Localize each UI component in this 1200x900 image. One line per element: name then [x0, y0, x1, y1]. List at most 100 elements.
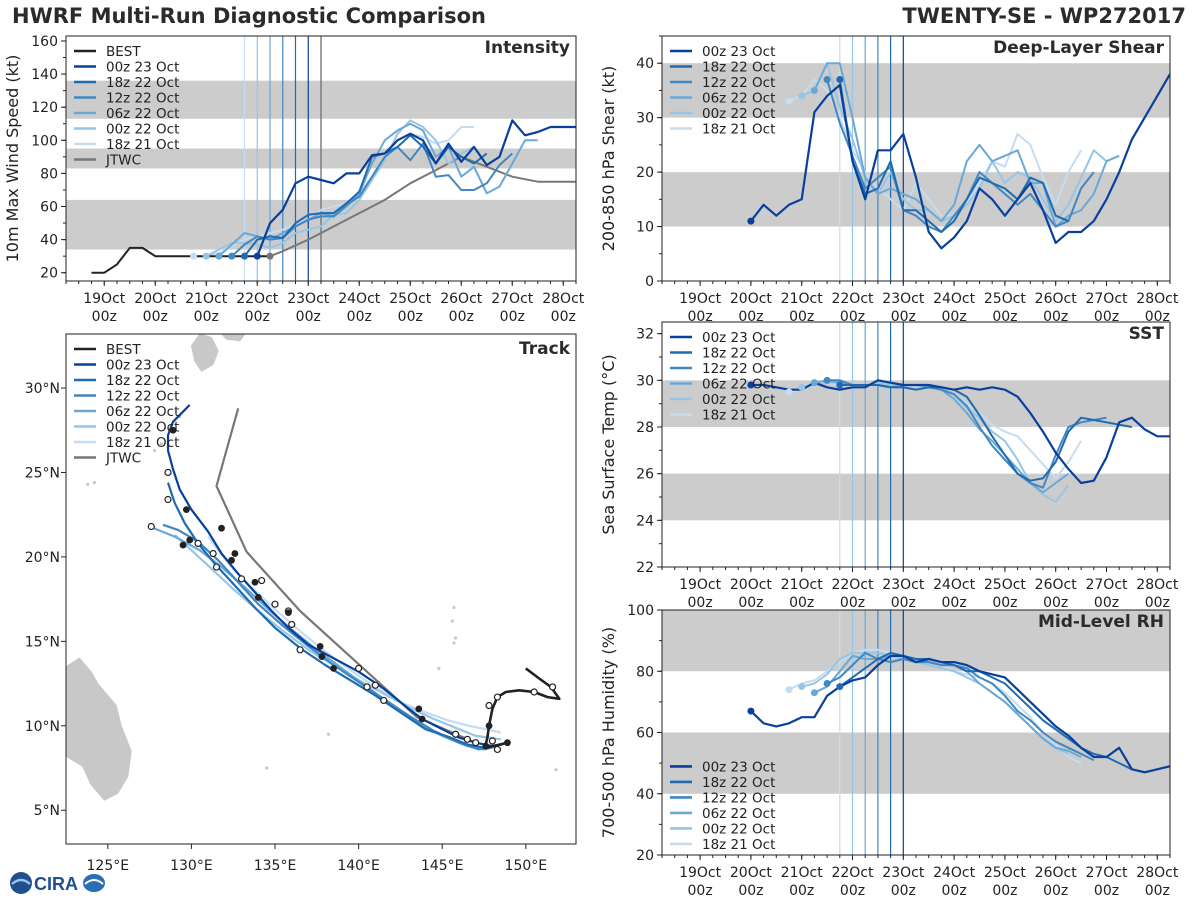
- track-marker-open: [164, 495, 172, 504]
- shear-xtick-label: 25Oct: [984, 291, 1027, 307]
- rh-xtick-label: 25Oct: [984, 865, 1027, 881]
- sst-init-point: [785, 388, 793, 396]
- track-island: [454, 636, 458, 640]
- sst-ytick-label: 30: [636, 373, 654, 389]
- shear-xtick-label: 00z: [789, 309, 814, 325]
- intensity-init-point: [202, 252, 210, 260]
- rh-legend-label: 00z 23 Oct: [702, 759, 775, 775]
- track-xtick-label: 125°E: [87, 858, 130, 874]
- shear-band: [662, 63, 1170, 118]
- sst-legend-label: 00z 22 Oct: [702, 392, 775, 408]
- panel-rh: 20 40 60 80 100 19Oct 00z 20Oct 00z 21Oct 00z 22Oct…: [599, 603, 1179, 899]
- rh-ytick-label: 20: [636, 848, 654, 864]
- intensity-init-point: [190, 252, 197, 260]
- shear-ytick-label: 10: [636, 220, 654, 236]
- shear-ytick-label: 0: [645, 274, 654, 290]
- shear-ytick-label: 40: [636, 56, 654, 72]
- track-xtick-label: 140°E: [337, 858, 380, 874]
- rh-init-point: [823, 680, 831, 687]
- track-marker-open: [271, 600, 279, 608]
- track-marker-open: [463, 735, 471, 743]
- sst-init-point: [810, 379, 818, 387]
- track-frame: [65, 333, 577, 845]
- track-island: [554, 768, 558, 772]
- rh-legend-label: 06z 22 Oct: [702, 806, 775, 822]
- shear-xtick-label: 24Oct: [933, 291, 976, 307]
- track-title: Track: [519, 339, 571, 359]
- track-marker-filled: [231, 550, 239, 557]
- track-plot-area: [66, 334, 561, 801]
- rh-init-point: [785, 686, 793, 694]
- intensity-series-line: [269, 155, 576, 258]
- track-marker-filled: [182, 506, 190, 514]
- track-ytick-label: 5°N: [34, 803, 60, 819]
- shear-xtick-label: 20Oct: [730, 291, 773, 307]
- rh-legend-label: 18z 21 Oct: [702, 837, 775, 853]
- track-marker-open: [493, 693, 502, 701]
- track-land: [73, 681, 92, 697]
- track-marker-open: [164, 468, 172, 477]
- shear-legend-label: 06z 22 Oct: [702, 91, 775, 107]
- track-marker-open: [371, 681, 379, 689]
- shear-xtick-label: 00z: [1043, 309, 1068, 325]
- sst-xtick-label: 28Oct: [1136, 577, 1179, 593]
- sst-xtick-label: 00z: [1145, 595, 1170, 611]
- intensity-series-line: [231, 142, 513, 257]
- track-marker-open: [452, 730, 460, 738]
- sst-ytick-label: 28: [636, 420, 654, 436]
- shear-legend-label: 18z 21 Oct: [702, 122, 775, 138]
- track-island: [265, 766, 269, 770]
- track-marker-filled: [228, 556, 235, 564]
- intensity-series-line: [91, 246, 270, 274]
- intensity-xtick-label: 00z: [398, 309, 423, 325]
- rh-xtick-label: 00z: [738, 883, 763, 899]
- track-marker-filled: [218, 524, 225, 532]
- shear-init-point: [836, 76, 844, 84]
- track-marker-open: [548, 683, 557, 691]
- sst-ytick-label: 24: [636, 513, 654, 529]
- intensity-ytick-label: 140: [31, 67, 58, 83]
- sst-xtick-label: 00z: [840, 595, 865, 611]
- track-land: [100, 699, 119, 724]
- track-marker-filled: [284, 609, 292, 617]
- intensity-xtick-label: 00z: [500, 309, 525, 325]
- rh-init-point: [810, 689, 818, 697]
- track-marker-open: [530, 688, 538, 696]
- sst-ytick-label: 22: [636, 560, 654, 576]
- track-series-line: [166, 482, 503, 749]
- sst-legend-label: 06z 22 Oct: [702, 377, 775, 393]
- track-legend-label: 18z 22 Oct: [106, 373, 179, 389]
- panel-sst: 22 24 26 28 30 32 19Oct 00z 20Oct 00z 21Oct 00z 22Oc…: [599, 321, 1179, 611]
- track-land: [190, 334, 219, 372]
- track-legend-label: 06z 22 Oct: [106, 404, 179, 420]
- track-marker-open: [212, 563, 221, 571]
- intensity-legend-label: 18z 22 Oct: [106, 75, 179, 91]
- track-marker-filled: [482, 742, 490, 750]
- sst-xtick-label: 25Oct: [984, 577, 1027, 593]
- storm-id-title: TWENTY-SE - WP272017: [902, 4, 1186, 28]
- sst-xtick-label: 00z: [942, 595, 967, 611]
- rh-legend-label: 18z 22 Oct: [702, 775, 775, 791]
- rh-series-line: [750, 654, 1170, 774]
- shear-xtick-label: 22Oct: [831, 291, 874, 307]
- intensity-series-line: [243, 134, 488, 257]
- intensity-jtwc-point: [266, 252, 274, 260]
- track-xtick-label: 130°E: [170, 858, 213, 874]
- track-land: [220, 334, 246, 342]
- cira-logo: CIRA: [10, 872, 105, 894]
- intensity-xtick-label: 00z: [296, 309, 321, 325]
- sst-plot-area: [662, 322, 1170, 567]
- shear-xtick-label: 00z: [688, 309, 713, 325]
- intensity-xtick-label: 00z: [347, 309, 372, 325]
- sst-xtick-label: 19Oct: [679, 577, 722, 593]
- rh-series-line: [826, 651, 1095, 761]
- intensity-legend-label: JTWC: [105, 153, 141, 169]
- shear-init-point: [798, 92, 806, 100]
- track-marker-open: [488, 737, 496, 745]
- rh-ytick-label: 60: [636, 726, 654, 742]
- rh-band: [662, 732, 1170, 794]
